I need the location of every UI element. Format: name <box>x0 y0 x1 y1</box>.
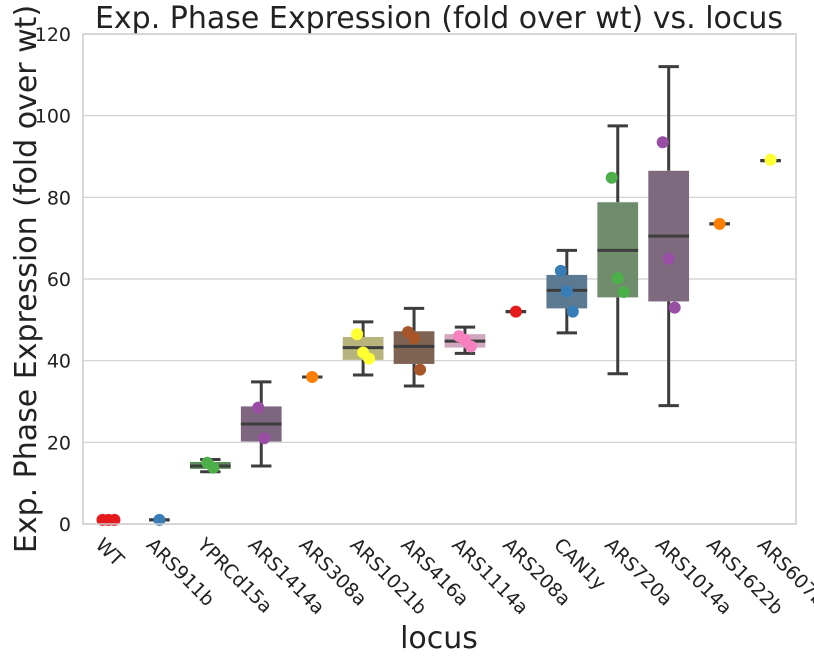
box-group-ars1114a <box>444 325 486 355</box>
data-point-ars416a-1 <box>408 332 421 345</box>
data-point-ars1021b-2 <box>363 352 376 365</box>
box-group-ars911b <box>149 513 170 526</box>
data-point-ars416a-2 <box>414 363 427 376</box>
y-tick-label-20: 20 <box>47 432 71 454</box>
box-group-ars208a <box>505 305 527 318</box>
data-point-ars911b-0 <box>153 513 166 526</box>
data-point-ars1014a-0 <box>656 136 669 149</box>
box-group-ars416a <box>393 306 435 388</box>
data-point-ars1622b-0 <box>713 217 726 230</box>
data-point-ars1014a-1 <box>662 252 675 265</box>
x-axis-label: locus <box>400 621 478 656</box>
data-point-can1y-1 <box>560 285 573 298</box>
data-point-can1y-2 <box>566 305 579 318</box>
data-point-ars720a-1 <box>611 272 624 285</box>
data-point-ars208a-0 <box>509 305 522 318</box>
y-axis-ticks: 0 20 40 60 80 100 120 <box>35 24 71 536</box>
y-tick-label-120: 120 <box>35 24 71 46</box>
box-group-ars1021b <box>342 320 384 377</box>
box-group-ars1622b <box>709 217 730 230</box>
x-axis-ticks: WT ARS911bYPRCd15aARS1414aARS308aARS1021b… <box>91 533 814 619</box>
data-point-yprcd15a-1 <box>207 461 220 474</box>
y-tick-label-60: 60 <box>47 269 71 291</box>
box-group-ars607b <box>760 153 781 166</box>
box-group-ars1414a <box>240 380 282 468</box>
data-point-ars607b-0 <box>764 153 777 166</box>
box-group-ars1014a <box>648 65 690 408</box>
box-group-ars720a <box>597 124 639 376</box>
data-point-ars1114a-2 <box>464 340 477 353</box>
data-point-can1y-0 <box>554 264 567 277</box>
box-group-ars308a <box>301 371 323 383</box>
x-tick-label-wt: WT <box>91 534 128 571</box>
data-point-ars1414a-1 <box>258 432 271 445</box>
y-tick-label-40: 40 <box>47 351 71 373</box>
y-tick-label-100: 100 <box>35 106 71 128</box>
chart-title: Exp. Phase Expression (fold over wt) vs.… <box>95 1 783 36</box>
data-point-ars1014a-2 <box>668 301 681 314</box>
data-point-ars720a-2 <box>617 286 630 299</box>
box-group-yprcd15a <box>189 456 231 474</box>
y-tick-label-80: 80 <box>47 187 71 209</box>
data-point-ars720a-0 <box>605 171 618 184</box>
plot-frame <box>82 33 797 525</box>
y-axis-label: Exp. Phase Expression (fold over wt) <box>9 5 44 553</box>
data-point-ars1414a-0 <box>252 401 265 414</box>
box-group-can1y <box>546 248 588 335</box>
boxes <box>96 65 781 526</box>
data-point-ars1021b-0 <box>351 328 364 341</box>
y-tick-label-0: 0 <box>59 514 71 536</box>
box-group-wt <box>96 513 121 526</box>
data-point-wt-2 <box>108 513 121 526</box>
data-point-ars308a-0 <box>306 371 319 383</box>
